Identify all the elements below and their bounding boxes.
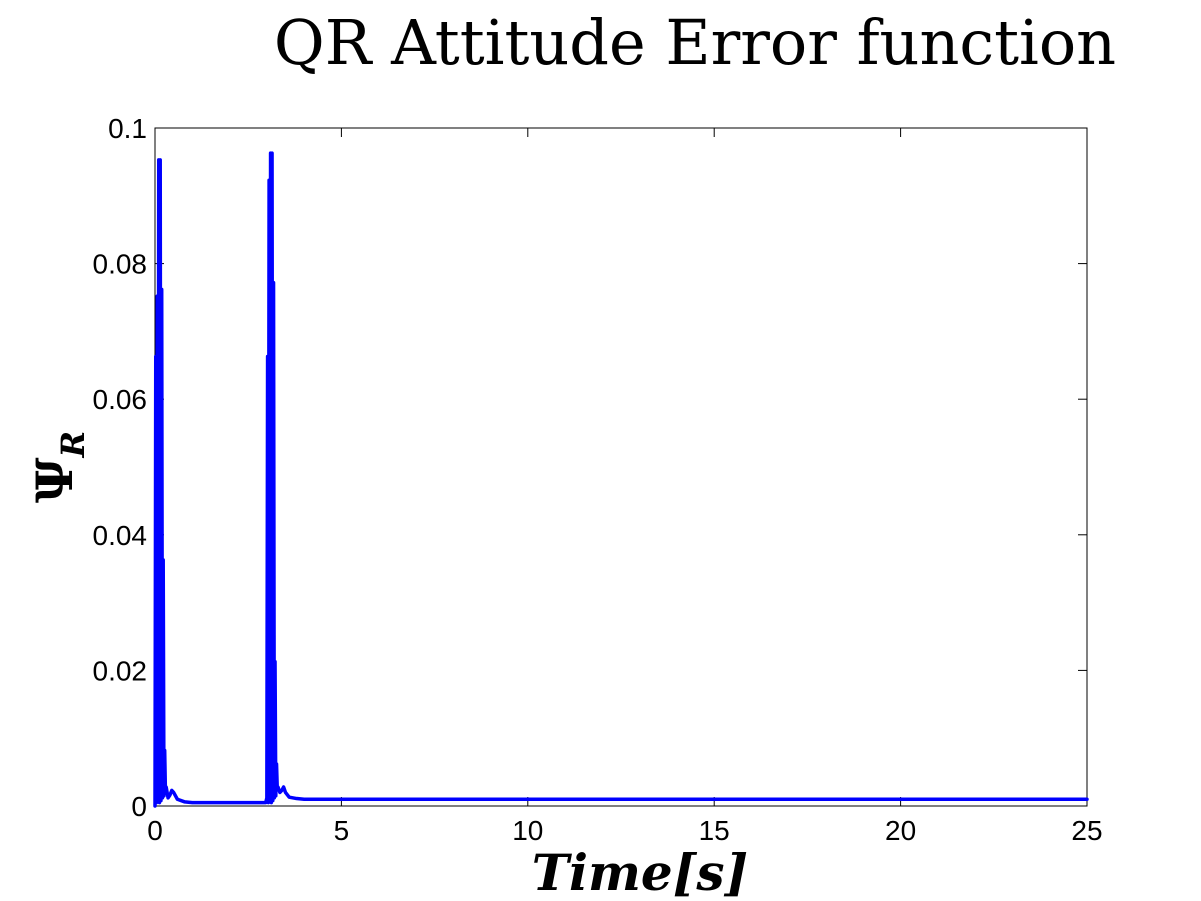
x-tick-label: 25 bbox=[1071, 815, 1102, 846]
y-tick-label: 0 bbox=[131, 791, 147, 822]
y-axis-label-main: Ψ bbox=[25, 457, 84, 503]
chart-title: QR Attitude Error function bbox=[274, 6, 1116, 79]
y-axis-label-sub: R bbox=[54, 431, 92, 459]
series-line-1 bbox=[153, 151, 1089, 808]
y-tick-label: 0.02 bbox=[93, 655, 148, 686]
x-tick-label: 15 bbox=[699, 815, 730, 846]
plot-frame bbox=[154, 127, 1088, 807]
axis-ticks bbox=[154, 127, 1088, 807]
y-tick-label: 0.06 bbox=[93, 384, 148, 415]
series-layer bbox=[153, 151, 1089, 808]
y-tick-label: 0.1 bbox=[108, 113, 147, 144]
tick-labels: 0 5 10 15 20 25 0 0.02 0.04 0.06 0.08 0.1 bbox=[93, 113, 1103, 846]
x-tick-label: 5 bbox=[334, 815, 350, 846]
x-tick-label: 10 bbox=[512, 815, 543, 846]
y-tick-label: 0.04 bbox=[93, 520, 148, 551]
y-tick-label: 0.08 bbox=[93, 249, 148, 280]
y-axis-label: ΨR bbox=[25, 431, 92, 503]
x-axis-label: Time[s] bbox=[532, 843, 748, 901]
svg-text:ΨR: ΨR bbox=[25, 431, 92, 503]
x-tick-label: 20 bbox=[885, 815, 916, 846]
x-tick-label: 0 bbox=[147, 815, 163, 846]
